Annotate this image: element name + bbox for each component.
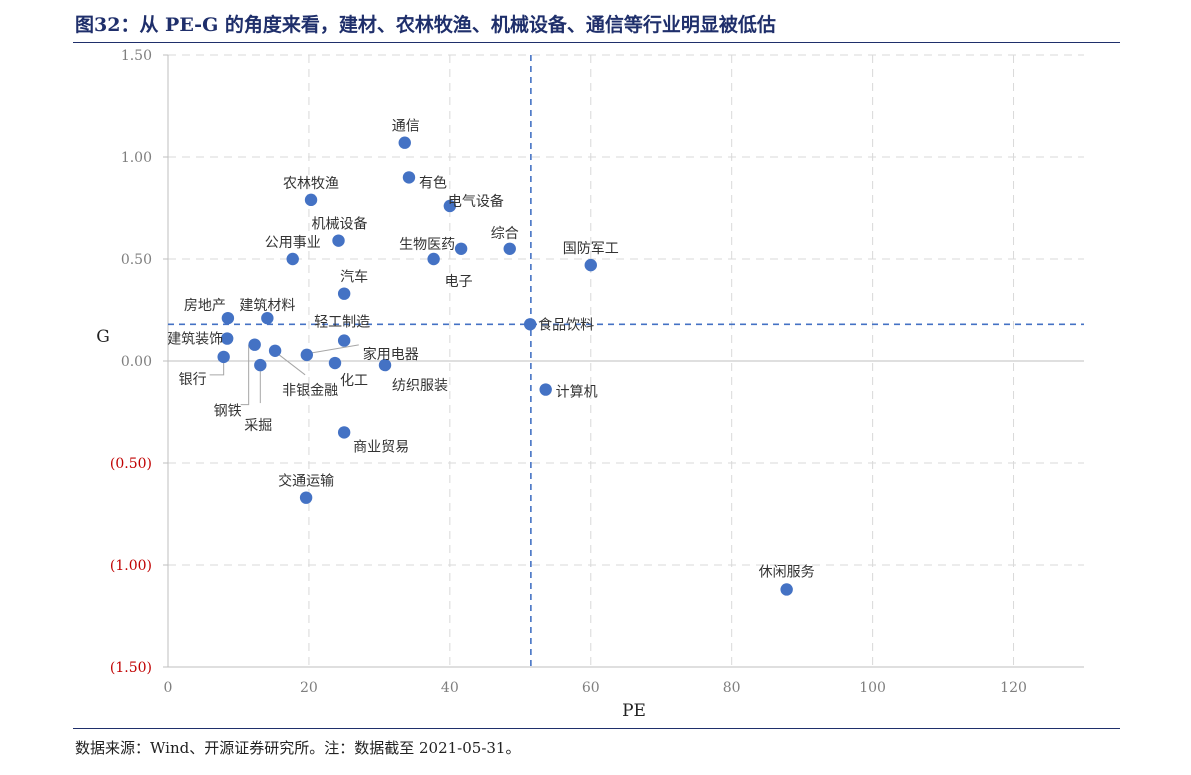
data-point <box>328 356 342 370</box>
data-label: 休闲服务 <box>759 564 815 580</box>
data-label: 电气设备 <box>448 193 504 210</box>
data-label: 通信 <box>392 119 420 135</box>
leader-line <box>311 344 359 354</box>
data-point <box>584 258 597 272</box>
leader-line <box>240 344 250 406</box>
data-label: 机械设备 <box>312 216 368 233</box>
data-point <box>454 242 468 255</box>
data-label: 交通运输 <box>278 473 334 490</box>
data-point <box>268 344 282 357</box>
reference-lines <box>168 55 1084 667</box>
data-label: 生物医药 <box>399 237 455 253</box>
footer-rule <box>73 728 1120 729</box>
data-label: 建筑装饰 <box>167 332 223 348</box>
data-label: 家用电器 <box>363 346 419 363</box>
leader-line <box>278 354 306 376</box>
y-tick-label: (0.50) <box>110 456 152 472</box>
axis-layer: 0 20 40 60 80 100 120 1.50 1.00 0.50 0.00 (0.50) (1.… <box>110 48 1084 696</box>
leader-line <box>209 362 225 376</box>
x-tick-label: 0 <box>164 680 173 696</box>
data-label: 有色 <box>419 174 447 191</box>
grid-layer <box>168 54 1084 667</box>
data-label: 建筑材料 <box>239 298 295 314</box>
data-label: 银行 <box>179 372 207 388</box>
x-axis-label: PE <box>622 701 646 721</box>
data-label: 食品饮料 <box>538 316 594 333</box>
title-rule <box>73 42 1120 43</box>
y-tick-label: 0.50 <box>121 252 152 268</box>
data-point <box>299 491 313 504</box>
data-point <box>220 332 234 345</box>
x-tick-label: 40 <box>441 680 459 696</box>
data-point <box>217 350 230 364</box>
y-tick-label: (1.00) <box>110 558 152 574</box>
data-label: 公用事业 <box>265 235 321 251</box>
data-point <box>427 252 440 266</box>
data-point <box>378 358 392 372</box>
data-label: 电子 <box>445 274 473 290</box>
y-tick-label: (1.50) <box>110 660 152 676</box>
x-tick-label: 120 <box>1000 680 1027 696</box>
data-points <box>217 136 793 596</box>
data-label: 计算机 <box>556 385 598 401</box>
data-point <box>254 358 267 372</box>
data-label: 国防军工 <box>563 241 619 257</box>
data-label: 房地产 <box>184 298 226 314</box>
data-point <box>337 287 351 300</box>
data-label: 汽车 <box>340 269 368 286</box>
data-label: 综合 <box>491 226 519 242</box>
data-label: 化工 <box>340 373 368 389</box>
data-point <box>398 136 411 149</box>
data-point <box>780 583 793 596</box>
x-tick-label: 100 <box>859 680 886 696</box>
data-point <box>539 383 552 396</box>
y-tick-label: 0.00 <box>121 354 152 370</box>
data-point <box>300 348 314 362</box>
x-tick-label: 80 <box>723 680 741 696</box>
data-label: 商业贸易 <box>353 439 409 455</box>
data-label: 纺织服装 <box>392 378 448 394</box>
source-note: 数据来源：Wind、开源证券研究所。注：数据截至 2021-05-31。 <box>75 739 521 757</box>
data-label: 采掘 <box>244 418 272 434</box>
data-point <box>337 334 351 347</box>
y-axis-label: G <box>96 327 110 347</box>
data-point <box>332 234 345 247</box>
data-point <box>503 242 516 255</box>
y-tick-label: 1.50 <box>121 48 152 64</box>
data-point <box>523 318 537 331</box>
data-point <box>304 193 318 207</box>
data-point <box>248 338 261 351</box>
x-tick-label: 20 <box>300 680 318 696</box>
data-point <box>261 311 274 325</box>
data-point <box>443 199 457 213</box>
data-label: 农林牧渔 <box>283 176 339 192</box>
figure-title: 图32：从 PE-G 的角度来看，建材、农林牧渔、机械设备、通信等行业明显被低估 <box>75 14 776 36</box>
data-label: 轻工制造 <box>314 315 370 331</box>
data-point <box>402 171 416 184</box>
y-tick-label: 1.00 <box>121 150 152 166</box>
x-tick-label: 60 <box>582 680 600 696</box>
data-point <box>221 311 235 325</box>
data-label: 非银金融 <box>282 383 338 399</box>
data-point <box>286 252 299 266</box>
data-label: 钢铁 <box>214 404 242 420</box>
data-point <box>337 426 351 439</box>
leader-lines <box>209 344 359 406</box>
